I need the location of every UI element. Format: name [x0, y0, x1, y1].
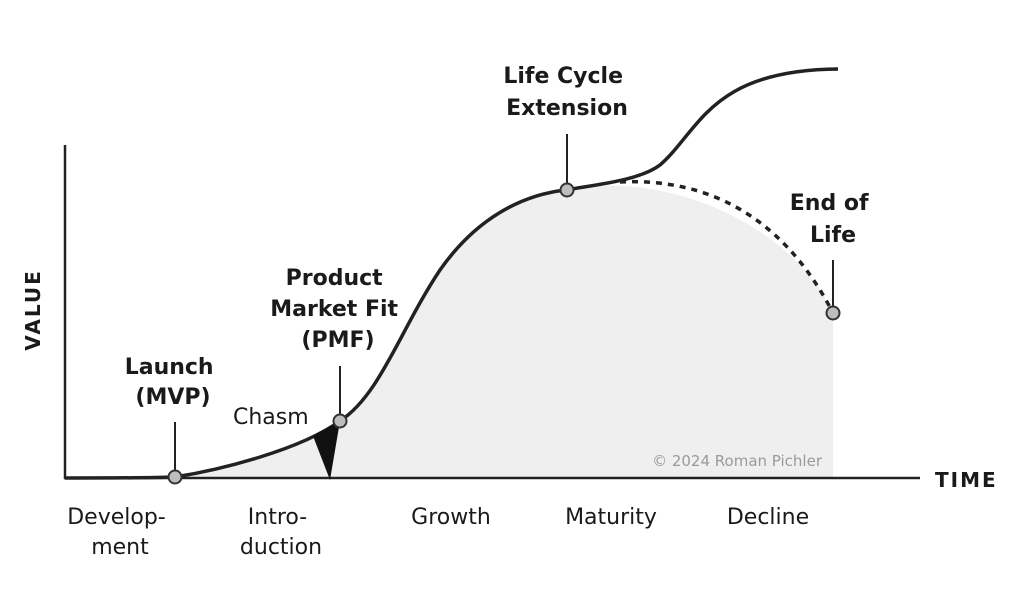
chasm-wedge [313, 421, 340, 480]
chasm-label: Chasm [233, 405, 309, 430]
stage-growth: Growth [411, 505, 491, 530]
launch-label: Launch (MVP) [125, 355, 222, 410]
extension-label: Life Cycle Extension [503, 64, 630, 121]
end-of-life-label: End of Life [790, 191, 876, 248]
decline-curve [619, 179, 835, 314]
y-axis-label: VALUE [21, 269, 45, 351]
pmf-label: Product Market Fit (PMF) [270, 266, 405, 353]
value-area [65, 185, 833, 478]
stage-introduction: Intro- duction [240, 505, 322, 560]
x-axis-label: TIME [935, 468, 998, 492]
stage-development: Develop- ment [67, 505, 173, 560]
pmf-marker [332, 413, 348, 429]
life-cycle-curve [64, 67, 839, 480]
copyright-text: © 2024 Roman Pichler [652, 452, 823, 470]
end-of-life-marker [825, 305, 841, 321]
stage-decline: Decline [727, 505, 809, 530]
extension-marker [559, 182, 575, 198]
launch-marker [167, 469, 183, 485]
stage-maturity: Maturity [565, 505, 657, 530]
